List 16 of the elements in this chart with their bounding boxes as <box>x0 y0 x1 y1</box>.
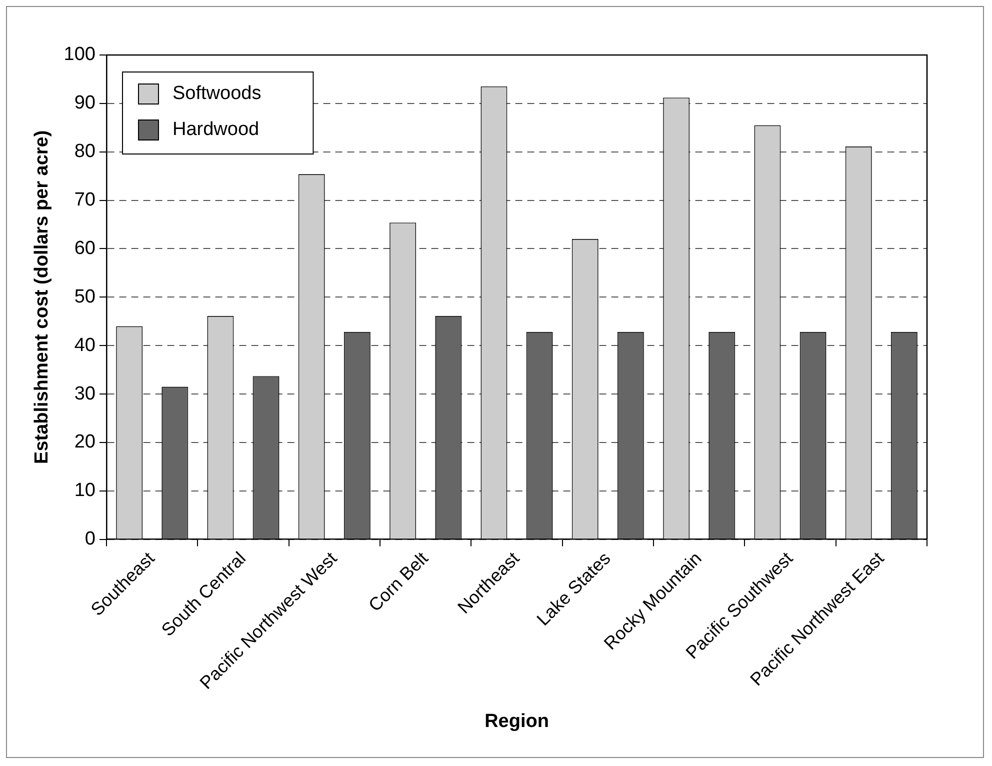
y-tick-label: 30 <box>74 383 96 404</box>
y-tick-label: 10 <box>74 480 96 502</box>
y-tick-label: 20 <box>74 432 96 453</box>
x-tick-label: Corn Belt <box>364 548 432 616</box>
y-tick-label: 80 <box>74 141 96 162</box>
y-tick-label: 90 <box>74 92 96 114</box>
y-tick-label: 50 <box>74 286 96 308</box>
y-tick-label: 40 <box>74 334 96 356</box>
y-tick-label: 60 <box>74 238 96 259</box>
y-tick-label: 0 <box>84 528 96 550</box>
legend-label: Softwoods <box>172 83 262 104</box>
y-tick-label: 100 <box>64 44 96 66</box>
legend-label: Hardwood <box>172 119 260 140</box>
y-tick-label: 70 <box>74 190 96 211</box>
x-axis-title: Region <box>484 710 549 732</box>
y-axis-title: Establishment cost (dollars per acre) <box>32 130 53 464</box>
